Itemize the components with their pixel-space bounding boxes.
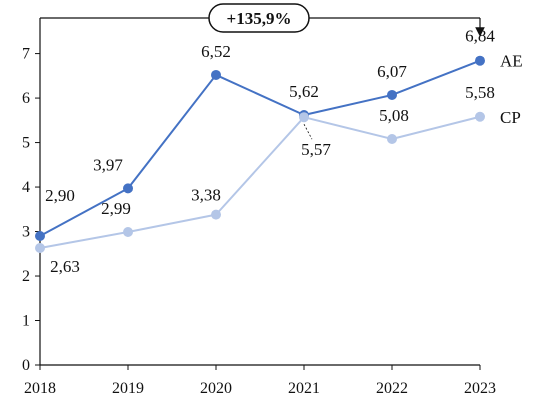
axes: 0 1 2 3 4 5 6 7 2018 2019 2020 2021 2022 2023 <box>22 18 496 397</box>
y-tick-label-5: 5 <box>22 135 30 152</box>
data-label-cp-2022: 5,08 <box>379 106 409 125</box>
point-ae-2019 <box>123 183 133 194</box>
x-tick-label-2019: 2019 <box>112 380 144 397</box>
point-ae-2018 <box>35 230 45 241</box>
point-cp-2023 <box>475 111 485 122</box>
x-tick-label-2018: 2018 <box>24 380 56 397</box>
data-label-ae-2020: 6,52 <box>201 42 231 61</box>
y-tick-label-3: 3 <box>22 224 30 241</box>
series-line-cp <box>39 115 481 249</box>
callout-pill <box>208 3 310 33</box>
data-label-ae-2022: 6,07 <box>377 62 407 81</box>
x-tick-label-2023: 2023 <box>464 380 496 397</box>
point-cp-2022 <box>387 134 397 145</box>
series-name-ae: AE <box>500 52 523 71</box>
series-line-ae <box>39 59 481 237</box>
label-leader-cp-2021 <box>303 124 313 140</box>
data-label-cp-2020: 3,38 <box>191 186 221 205</box>
callout-label: +135,9% <box>227 9 292 28</box>
series-name-cp: CP <box>500 108 521 127</box>
data-labels: 2,903,976,525,626,076,842,632,993,385,57… <box>45 27 523 276</box>
y-tick-label-4: 4 <box>22 179 30 196</box>
data-label-ae-2019: 3,97 <box>93 155 123 174</box>
point-cp-2019 <box>123 226 133 237</box>
y-tick-label-1: 1 <box>22 313 30 330</box>
point-ae-2022 <box>387 89 397 100</box>
y-tick-label-6: 6 <box>22 90 30 107</box>
growth-callout: +135,9% <box>40 3 485 37</box>
data-label-cp-2018: 2,63 <box>50 257 80 276</box>
x-tick-label-2021: 2021 <box>288 380 320 397</box>
data-label-cp-2023: 5,58 <box>465 83 495 102</box>
data-label-cp-2021: 5,57 <box>301 140 331 159</box>
data-label-ae-2021: 5,62 <box>289 82 319 101</box>
y-tick-label-7: 7 <box>22 46 30 63</box>
point-ae-2020 <box>211 69 221 80</box>
point-cp-2020 <box>211 209 221 220</box>
x-tick-label-2022: 2022 <box>376 380 408 397</box>
point-cp-2018 <box>35 242 45 253</box>
x-tick-label-2020: 2020 <box>200 380 232 397</box>
point-cp-2021 <box>299 112 309 123</box>
y-tick-label-2: 2 <box>22 268 30 285</box>
series-layer <box>35 55 485 253</box>
data-label-cp-2019: 2,99 <box>101 199 131 218</box>
point-ae-2023 <box>475 55 485 66</box>
y-tick-label-0: 0 <box>22 357 30 374</box>
data-label-ae-2018: 2,90 <box>45 186 75 205</box>
